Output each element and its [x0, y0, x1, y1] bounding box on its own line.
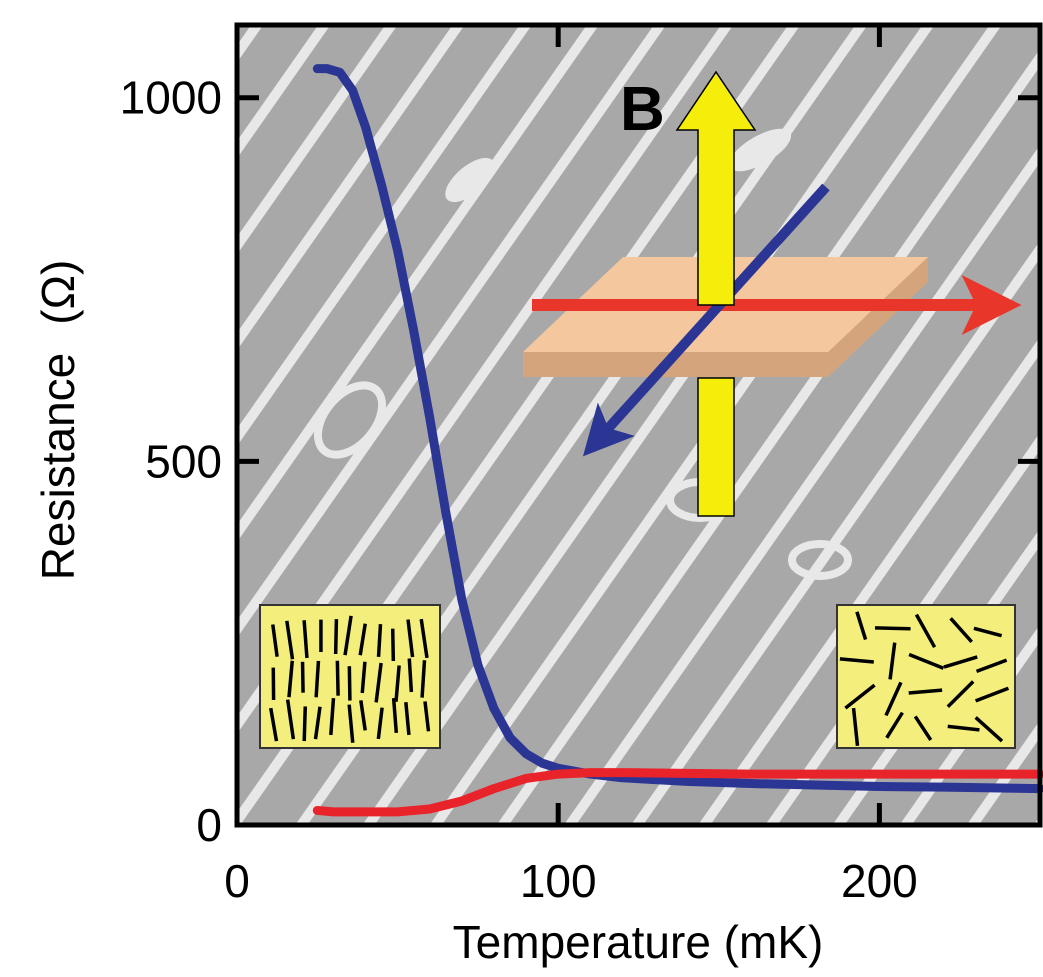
inset-random	[836, 604, 1016, 749]
aligned-stick	[358, 623, 367, 656]
series-line-2	[312, 768, 1043, 817]
field-arrow-bottom	[697, 377, 735, 517]
random-stick	[943, 655, 978, 669]
y-axis-title: Resistance (Ω)	[32, 260, 84, 581]
x-tick-label: 200	[841, 855, 918, 907]
y-tick-label: 1000	[120, 72, 222, 124]
random-stick	[974, 686, 1010, 703]
aligned-stick	[347, 666, 352, 701]
x-tick-label: 0	[224, 855, 250, 907]
y-tick-label: 500	[145, 435, 222, 487]
random-stick	[974, 716, 1004, 743]
blue-current-arrow	[582, 183, 830, 457]
aligned-stick	[423, 701, 431, 732]
series-layer	[312, 64, 1043, 817]
random-stick	[884, 681, 903, 717]
tick-layer: 0 100 200 0 500 1000	[120, 25, 1040, 907]
aligned-stick	[376, 707, 384, 740]
random-stick	[908, 688, 943, 695]
series-line-1	[312, 64, 1043, 794]
field-arrow-top	[675, 70, 757, 306]
aligned-stick	[302, 620, 309, 659]
aligned-stick	[343, 615, 353, 656]
aligned-stick	[406, 619, 415, 658]
aligned-stick	[333, 619, 339, 655]
random-stick	[839, 657, 874, 664]
aligned-stick	[404, 701, 411, 736]
x-tick-label: 100	[520, 855, 597, 907]
plot-frame	[234, 22, 1043, 828]
x-axis-title: Temperature (mK)	[453, 916, 824, 968]
random-stick	[874, 626, 911, 631]
random-stick	[973, 626, 1003, 638]
aligned-stick	[314, 660, 321, 698]
random-stick	[913, 715, 933, 741]
aligned-stick	[300, 661, 305, 693]
schematic: B	[523, 70, 1022, 517]
y-tick-label: 0	[196, 799, 222, 851]
random-stick	[888, 642, 897, 680]
aligned-stick	[285, 699, 296, 740]
aligned-stick	[419, 618, 429, 659]
aligned-stick	[335, 660, 340, 696]
aligned-stick	[302, 706, 308, 742]
random-stick	[855, 611, 868, 641]
aligned-stick	[271, 624, 279, 657]
random-stick	[851, 707, 860, 746]
aligned-stick	[313, 706, 322, 740]
aligned-stick	[285, 620, 295, 660]
aligned-stick	[420, 660, 427, 698]
aligned-stick	[347, 704, 355, 743]
random-stick	[885, 711, 904, 739]
inset-aligned	[259, 604, 441, 749]
aligned-stick	[329, 697, 336, 736]
aligned-stick	[376, 624, 383, 657]
aligned-stick	[360, 661, 367, 694]
sample-side	[523, 257, 928, 377]
random-stick	[914, 613, 937, 649]
random-stick	[946, 680, 975, 709]
random-stick	[949, 617, 973, 644]
aligned-stick	[394, 665, 401, 702]
aligned-stick	[374, 662, 383, 703]
aligned-stick	[287, 660, 295, 698]
aligned-stick	[268, 707, 279, 742]
aligned-stick	[390, 628, 396, 662]
y-axis-name: Resistance	[32, 353, 84, 581]
y-axis-unit: (Ω)	[32, 260, 84, 325]
aligned-stick	[407, 658, 414, 693]
aligned-stick	[359, 700, 367, 731]
random-stick	[844, 683, 876, 710]
field-label: B	[620, 75, 665, 144]
random-stick	[975, 658, 1008, 674]
aligned-stick	[391, 697, 399, 734]
random-stick	[908, 652, 945, 670]
random-stick	[947, 724, 980, 732]
